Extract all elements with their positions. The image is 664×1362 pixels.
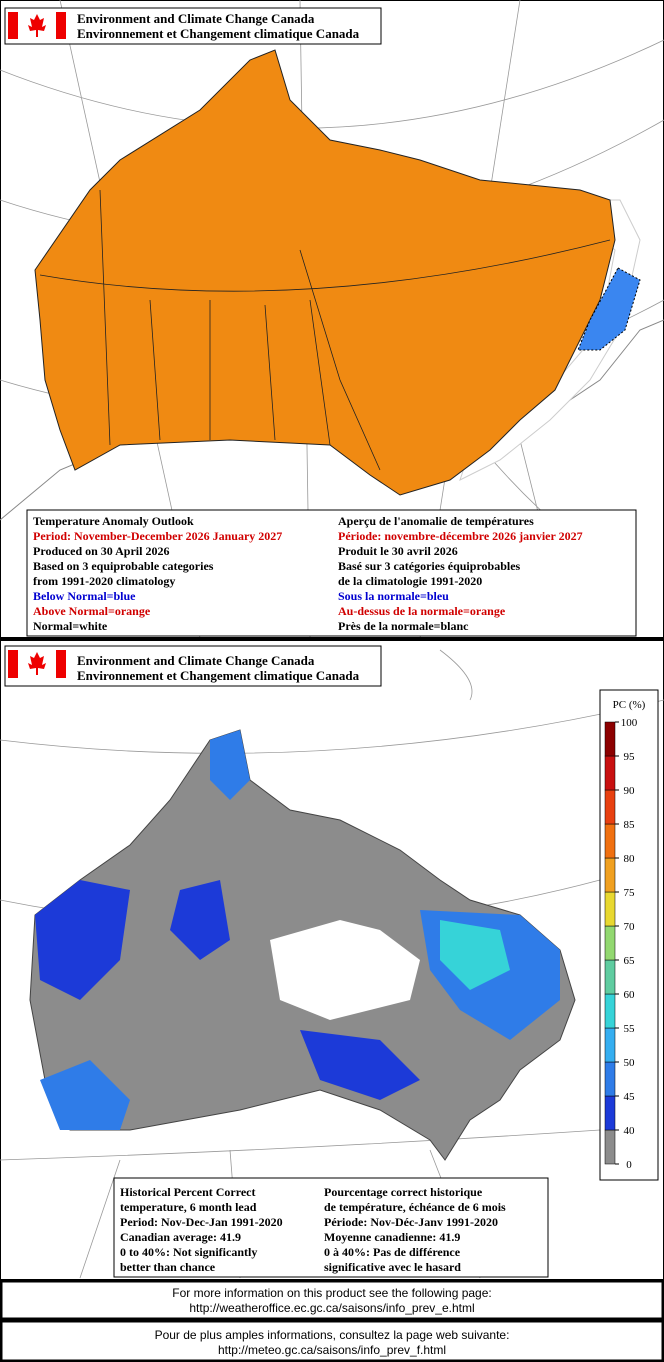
legend-line: Historical Percent Correct: [120, 1185, 256, 1199]
colorbar-title: PC (%): [613, 699, 646, 711]
footer-link[interactable]: http://meteo.gc.ca/saisons/info_prev_f.h…: [218, 1343, 446, 1357]
colorbar-tick-label: 85: [624, 819, 636, 831]
colorbar-tick-label: 70: [624, 921, 636, 933]
legend-line: Aperçu de l'anomalie de températures: [338, 514, 534, 528]
legend-line: Period: Nov-Dec-Jan 1991-2020: [120, 1215, 283, 1229]
header-line2: Environnement et Changement climatique C…: [77, 668, 360, 683]
legend-line: Based on 3 equiprobable categories: [33, 559, 214, 573]
legend-line: Period: November-December 2026 January 2…: [33, 529, 282, 543]
colorbar-tick-label: 75: [624, 887, 636, 899]
legend-line: better than chance: [120, 1260, 216, 1274]
legend-line: 0 to 40%: Not significantly: [120, 1245, 257, 1259]
colorbar-tick-label: 40: [624, 1125, 636, 1137]
legend-line: Temperature Anomaly Outlook: [33, 514, 194, 528]
skill-patches: [35, 730, 560, 1130]
header-line1: Environment and Climate Change Canada: [77, 11, 315, 26]
colorbar-segment: [604, 959, 616, 995]
legend-line: de température, échéance de 6 mois: [324, 1200, 506, 1214]
legend-line: Normal=white: [33, 619, 108, 633]
colorbar-tick-label: 90: [624, 785, 636, 797]
legend-line: significative avec le hasard: [324, 1260, 461, 1274]
colorbar-tick-label: 55: [624, 1023, 636, 1035]
legend-line: Période: novembre-décembre 2026 janvier …: [338, 529, 583, 543]
colorbar-segment: [604, 1129, 616, 1165]
legend-line: Moyenne canadienne: 41.9: [324, 1230, 460, 1244]
hudson-bay: [270, 920, 420, 1020]
legend-line: Below Normal=blue: [33, 589, 136, 603]
colorbar-tick-label: 60: [624, 989, 636, 1001]
colorbar-tick-label: 80: [624, 853, 636, 865]
colorbar-segment: [604, 857, 616, 893]
legend-line: temperature, 6 month lead: [120, 1200, 257, 1214]
legend-line: Produced on 30 April 2026: [33, 544, 169, 558]
legend-line: de la climatologie 1991-2020: [338, 574, 482, 588]
colorbar: 0 40 45 50 55 60 65 70 75 80 85 90 95 100: [604, 717, 638, 1171]
provinces: [39, 189, 611, 471]
legend-line: Au-dessus de la normale=orange: [338, 604, 506, 618]
separator: [0, 637, 664, 640]
colorbar-tick-label: 0: [626, 1159, 632, 1171]
footer-text: For more information on this product see…: [172, 1286, 492, 1300]
colorbar-tick-label: 50: [624, 1057, 636, 1069]
colorbar-segment: [604, 993, 616, 1029]
legend-line: Above Normal=orange: [33, 604, 151, 618]
colorbar-tick-label: 95: [624, 751, 636, 763]
legend-box: [113, 1177, 549, 1278]
legend-line: Près de la normale=blanc: [338, 619, 469, 633]
legend-line: Canadian average: 41.9: [120, 1230, 241, 1244]
colorbar-segment: [604, 789, 616, 825]
legend-box: [26, 509, 637, 637]
legend-line: Période: Nov-Déc-Janv 1991-2020: [324, 1215, 498, 1229]
header-box: Environment and Climate Change Canada En…: [4, 645, 382, 687]
colorbar-segment: [604, 755, 616, 791]
footer-text: Pour de plus amples informations, consul…: [155, 1328, 510, 1342]
legend-line: 0 à 40%: Pas de différence: [324, 1245, 461, 1259]
above-normal-area: [34, 49, 616, 496]
colorbar-segment: [604, 925, 616, 961]
below-normal-area: [577, 267, 641, 351]
colorbar-segment: [604, 1061, 616, 1097]
colorbar-tick-label: 65: [624, 955, 636, 967]
legend-line: Produit le 30 avril 2026: [338, 544, 458, 558]
header-line1: Environment and Climate Change Canada: [77, 653, 315, 668]
footer-box: [1, 1321, 663, 1361]
colorbar-tick-label: 100: [621, 717, 638, 729]
colorbar-segment: [604, 721, 616, 757]
colorbar-segment: [604, 1027, 616, 1063]
header-line2: Environnement et Changement climatique C…: [77, 26, 360, 41]
legend-line: Pourcentage correct historique: [324, 1185, 483, 1199]
colorbar-tick-label: 45: [624, 1091, 636, 1103]
header-box: Environment and Climate Change Canada En…: [4, 7, 382, 45]
footer-link[interactable]: http://weatheroffice.ec.gc.ca/saisons/in…: [189, 1301, 474, 1315]
legend-line: Sous la normale=bleu: [338, 589, 449, 603]
legend-line: from 1991-2020 climatology: [33, 574, 175, 588]
colorbar-segment: [604, 823, 616, 859]
footer-box: [1, 1281, 663, 1319]
colorbar-segment: [604, 1095, 616, 1131]
legend-line: Basé sur 3 catégories équiprobables: [338, 559, 521, 573]
colorbar-segment: [604, 891, 616, 927]
